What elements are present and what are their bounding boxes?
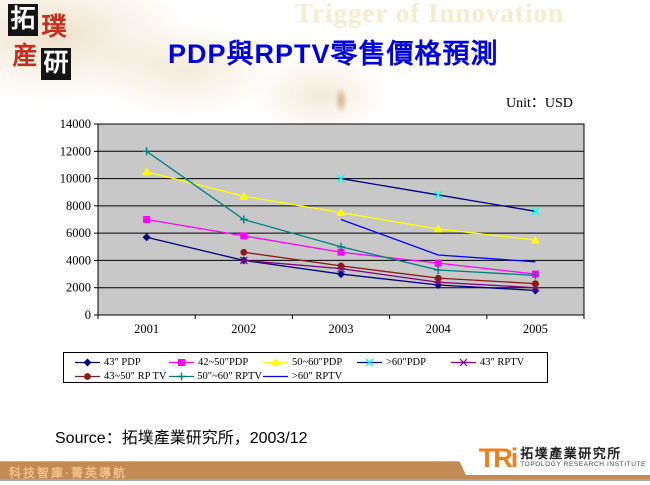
tri-footer-logo: TRi 拓墣產業研究所 TOPOLOGY RESEARCH INSTITUTE bbox=[450, 441, 650, 475]
svg-text:8000: 8000 bbox=[66, 199, 91, 213]
footer-divider bbox=[0, 479, 650, 481]
price-forecast-chart: 0 2000 4000 6000 8000 10000 12000 14000 2001 2002… bbox=[60, 117, 585, 336]
svg-text:2001: 2001 bbox=[134, 322, 159, 336]
legend-item: >60"PDP bbox=[356, 355, 450, 369]
logo-block: 拓 bbox=[8, 4, 38, 36]
svg-text:12000: 12000 bbox=[60, 144, 91, 158]
legend-item: 43" RPTV bbox=[450, 355, 544, 369]
legend-item: 43" PDP bbox=[74, 355, 168, 369]
svg-text:2000: 2000 bbox=[66, 281, 91, 295]
legend-label: 43~50" RP TV bbox=[104, 370, 167, 382]
page-title: PDP與RPTV零售價格預測 bbox=[168, 39, 499, 69]
svg-text:2005: 2005 bbox=[523, 322, 548, 336]
svg-text:2004: 2004 bbox=[426, 322, 452, 336]
svg-text:10000: 10000 bbox=[60, 172, 91, 186]
legend-label: >60"PDP bbox=[386, 356, 426, 368]
svg-text:6000: 6000 bbox=[66, 226, 91, 240]
logo-block: 璞 bbox=[41, 14, 67, 41]
svg-text:0: 0 bbox=[85, 308, 91, 322]
footer-slogan: 科技智庫·菁英導航 bbox=[9, 466, 127, 480]
legend-item: 50~60"PDP bbox=[262, 355, 356, 369]
legend-item: >60" RPTV bbox=[262, 369, 356, 383]
legend-label: >60" RPTV bbox=[292, 370, 343, 382]
legend-item: 42~50"PDP bbox=[168, 355, 262, 369]
legend-item: 50"~60" RPTV bbox=[168, 369, 262, 383]
svg-text:2003: 2003 bbox=[329, 322, 354, 336]
tri-wordmark: TRi bbox=[478, 443, 518, 473]
svg-text:14000: 14000 bbox=[60, 117, 91, 131]
legend-item: 43~50" RP TV bbox=[74, 369, 168, 383]
source-text: Source：拓墣產業研究所，2003/12 bbox=[55, 430, 308, 447]
legend-label: 43" RPTV bbox=[480, 356, 525, 368]
chart-legend: 43" PDP 42~50"PDP 50~60"PDP >60"PDP 43" RPTV… bbox=[63, 352, 548, 383]
unit-label: Unit：USD bbox=[506, 96, 573, 111]
logo-block: 産 bbox=[12, 43, 38, 70]
legend-label: 43" PDP bbox=[104, 356, 141, 368]
tri-name-zh: 拓墣產業研究所 bbox=[520, 446, 622, 462]
logo-block: 研 bbox=[41, 48, 71, 80]
tri-names: 拓墣產業研究所 TOPOLOGY RESEARCH INSTITUTE bbox=[520, 447, 646, 469]
tri-name-en: TOPOLOGY RESEARCH INSTITUTE bbox=[520, 461, 646, 469]
svg-text:2002: 2002 bbox=[231, 322, 256, 336]
legend-label: 50"~60" RPTV bbox=[197, 370, 262, 382]
watermark-text: Trigger of Innovation bbox=[295, 0, 565, 28]
svg-text:4000: 4000 bbox=[66, 253, 91, 267]
tri-corner-logo: 拓 璞 産 研 bbox=[8, 4, 78, 84]
legend-label: 42~50"PDP bbox=[198, 356, 249, 368]
legend-label: 50~60"PDP bbox=[292, 356, 343, 368]
background-map-art bbox=[0, 0, 650, 140]
